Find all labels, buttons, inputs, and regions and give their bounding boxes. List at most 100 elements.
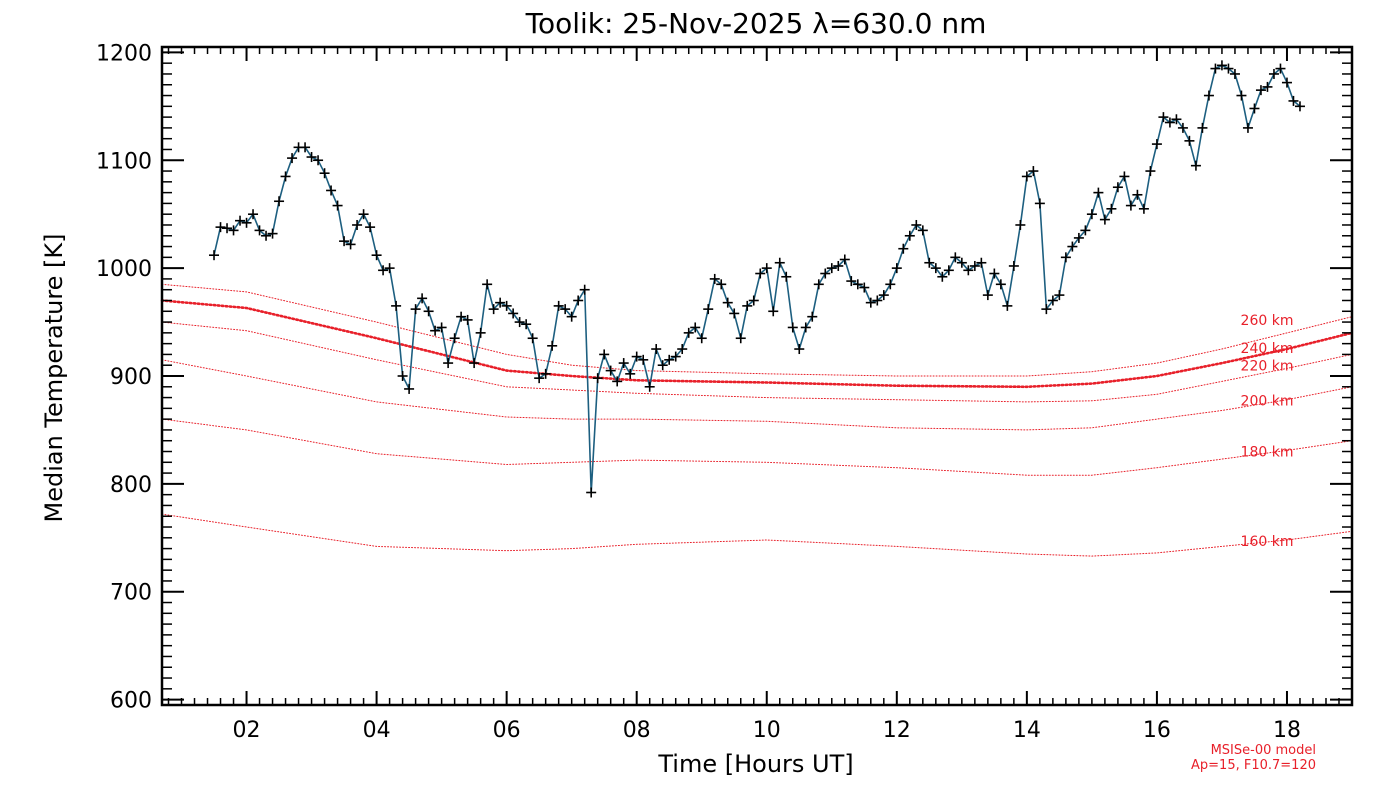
data-point-marker bbox=[248, 209, 259, 220]
data-point-marker bbox=[768, 306, 779, 317]
data-point-marker bbox=[274, 196, 285, 207]
y-tick-label: 1000 bbox=[96, 257, 152, 282]
data-point-marker bbox=[404, 383, 415, 394]
data-point-marker bbox=[339, 236, 350, 247]
data-point-marker bbox=[241, 217, 252, 228]
data-point-marker bbox=[820, 268, 831, 279]
data-point-marker bbox=[586, 487, 597, 498]
data-point-marker bbox=[1106, 203, 1117, 214]
data-point-marker bbox=[664, 354, 675, 365]
data-point-marker bbox=[1028, 166, 1039, 177]
data-point-marker bbox=[1060, 252, 1071, 263]
data-point-marker bbox=[1002, 300, 1013, 311]
data-point-marker bbox=[1086, 209, 1097, 220]
data-point-marker bbox=[365, 222, 376, 233]
data-point-marker bbox=[1288, 95, 1299, 106]
data-point-marker bbox=[397, 371, 408, 381]
data-point-marker bbox=[735, 333, 746, 344]
data-point-marker bbox=[1034, 198, 1045, 209]
data-point-marker bbox=[644, 381, 655, 392]
data-point-marker bbox=[924, 257, 935, 268]
data-point-marker bbox=[579, 284, 590, 295]
data-point-marker bbox=[839, 254, 850, 265]
data-point-marker bbox=[462, 314, 473, 325]
data-point-marker bbox=[807, 311, 818, 322]
x-tick-label: 06 bbox=[493, 718, 521, 743]
model-curve-label: 200 km bbox=[1241, 394, 1294, 410]
data-point-marker bbox=[410, 304, 421, 315]
y-tick-label: 1100 bbox=[96, 149, 152, 174]
data-point-marker bbox=[573, 295, 584, 306]
data-point-marker bbox=[1294, 101, 1305, 112]
data-point-marker bbox=[430, 325, 441, 336]
data-point-marker bbox=[696, 333, 707, 344]
data-point-marker bbox=[560, 304, 571, 315]
chart-title: Toolik: 25-Nov-2025 λ=630.0 nm bbox=[525, 7, 987, 40]
data-point-marker bbox=[774, 257, 785, 268]
data-point-marker bbox=[1041, 304, 1052, 315]
data-point-marker bbox=[1008, 260, 1019, 271]
data-point-marker bbox=[495, 297, 506, 308]
y-tick-label: 700 bbox=[110, 581, 152, 606]
data-point-marker bbox=[1171, 114, 1182, 125]
model-curve-220-km bbox=[161, 321, 1353, 403]
data-point-marker bbox=[989, 268, 1000, 279]
data-point-marker bbox=[254, 225, 265, 236]
data-point-marker bbox=[514, 317, 525, 328]
data-point-marker bbox=[371, 250, 382, 261]
measured-line bbox=[213, 64, 1301, 493]
data-point-marker bbox=[1229, 68, 1240, 79]
x-tick-label: 04 bbox=[363, 718, 391, 743]
data-point-marker bbox=[703, 304, 714, 315]
data-point-marker bbox=[729, 308, 740, 319]
data-point-marker bbox=[1112, 182, 1123, 193]
data-point-marker bbox=[1119, 171, 1130, 182]
data-point-marker bbox=[319, 168, 330, 179]
data-point-marker bbox=[781, 271, 792, 282]
model-curve-label: 240 km bbox=[1241, 341, 1294, 357]
data-point-marker bbox=[618, 358, 629, 369]
data-point-marker bbox=[963, 265, 974, 276]
data-point-marker bbox=[833, 260, 844, 271]
data-point-marker bbox=[1255, 85, 1266, 96]
data-point-marker bbox=[534, 373, 545, 384]
data-point-marker bbox=[1047, 295, 1058, 306]
model-curve-label: 220 km bbox=[1241, 358, 1294, 374]
data-point-marker bbox=[456, 311, 467, 322]
data-point-marker bbox=[1073, 232, 1084, 243]
data-point-marker bbox=[846, 276, 857, 287]
data-point-marker bbox=[1249, 103, 1260, 114]
model-curve-180-km bbox=[161, 418, 1353, 476]
data-point-marker bbox=[716, 279, 727, 290]
data-point-marker bbox=[911, 219, 922, 230]
data-point-marker bbox=[547, 340, 558, 351]
model-curve-label: 260 km bbox=[1241, 313, 1294, 329]
data-point-marker bbox=[1236, 90, 1247, 101]
data-point-marker bbox=[423, 306, 434, 317]
data-point-marker bbox=[443, 358, 454, 369]
data-point-marker bbox=[982, 290, 993, 301]
data-point-marker bbox=[625, 368, 636, 379]
data-point-marker bbox=[956, 257, 967, 268]
data-point-marker bbox=[1216, 60, 1227, 71]
data-point-marker bbox=[1275, 63, 1286, 74]
data-point-marker bbox=[599, 349, 610, 360]
x-tick-label: 16 bbox=[1143, 718, 1171, 743]
data-point-marker bbox=[332, 200, 343, 211]
x-tick-label: 18 bbox=[1273, 718, 1301, 743]
x-tick-label: 08 bbox=[623, 718, 651, 743]
data-point-marker bbox=[378, 265, 389, 276]
data-point-marker bbox=[943, 265, 954, 276]
data-point-marker bbox=[1262, 81, 1273, 92]
x-tick-label: 02 bbox=[233, 718, 261, 743]
data-point-marker bbox=[306, 152, 317, 163]
data-point-marker bbox=[326, 185, 337, 196]
data-point-marker bbox=[677, 344, 688, 355]
data-point-marker bbox=[527, 333, 538, 344]
data-point-marker bbox=[209, 250, 220, 261]
data-point-marker bbox=[1203, 90, 1214, 101]
model-note-line1: MSISe-00 model bbox=[1211, 743, 1316, 758]
data-point-marker bbox=[859, 282, 870, 293]
data-point-marker bbox=[482, 279, 493, 290]
